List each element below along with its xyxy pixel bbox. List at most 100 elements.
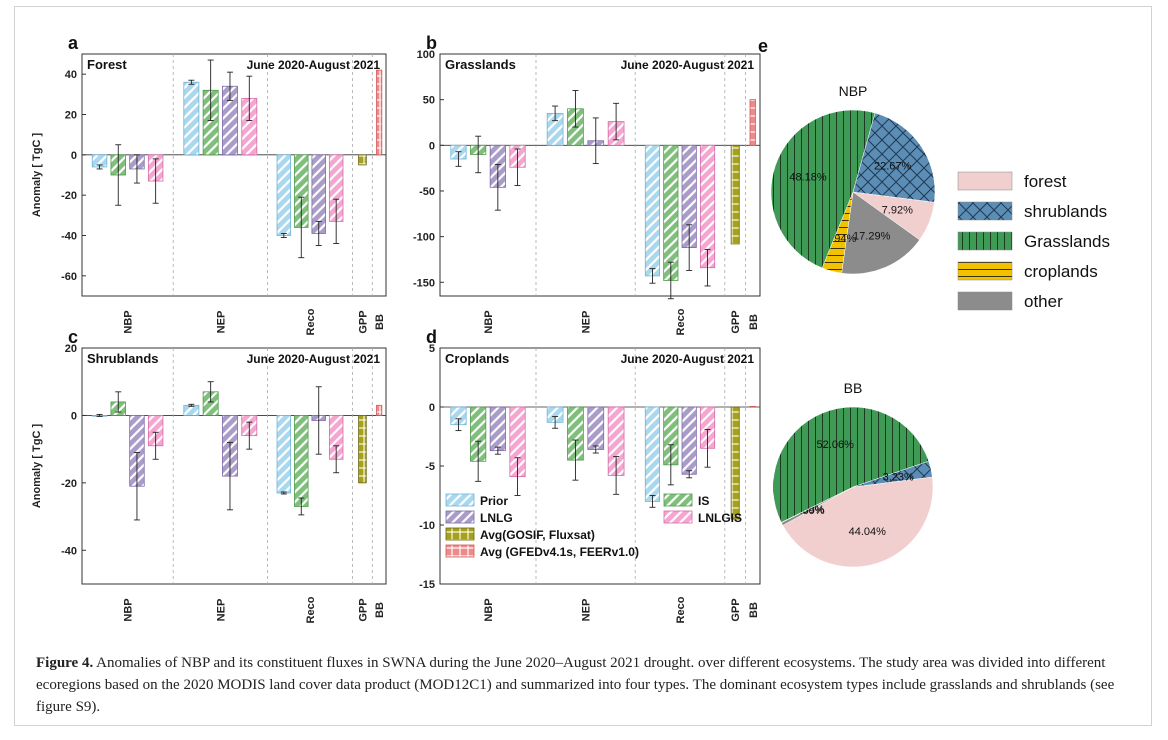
- bar-d-nep-2: [587, 406, 605, 450]
- panel-title: Forest: [87, 57, 127, 72]
- bar-a-nep-0: [183, 81, 200, 156]
- panel-d: -15 -10 -5 0 5 NBP NEP Reco GPP BB d Croplands June …: [419, 327, 761, 623]
- y-tick-label: -60: [61, 271, 77, 283]
- category-label: NEP: [215, 599, 227, 622]
- y-tick-label: 5: [429, 343, 435, 355]
- bar-b-reco-1: [663, 144, 679, 281]
- legend-label-2: LNLG: [480, 511, 513, 525]
- y-tick-label: 0: [71, 150, 77, 162]
- legend-swatch-3: [663, 510, 693, 524]
- y-axis-label: Anomaly [ TgC ]: [31, 424, 43, 509]
- bar-a-bb-5: [376, 69, 383, 156]
- legend-swatch-4: [445, 527, 475, 541]
- y-tick-label: 0: [429, 140, 435, 152]
- category-label: NBP: [123, 598, 135, 621]
- panel-a: -60 -40 -20 0 20 40 NBP NEP Reco GPP BB a Forest June…: [31, 33, 387, 335]
- bar-c-bb-5: [376, 404, 383, 416]
- panel-title: Grasslands: [445, 57, 516, 72]
- period-label: June 2020-August 2021: [621, 352, 755, 366]
- bar-d-bb-5: [749, 406, 757, 408]
- panel-letter: d: [426, 327, 437, 347]
- panel-letter: e: [758, 36, 768, 56]
- pie-legend-swatch-grasslands: [957, 231, 1013, 251]
- y-tick-label: -150: [413, 277, 435, 289]
- category-label: BB: [748, 602, 760, 618]
- category-label: Reco: [305, 308, 317, 335]
- legend-label-1: IS: [698, 494, 709, 508]
- pie-legend-swatch-shrublands: [957, 201, 1013, 221]
- pie-slice-shrublands: [852, 460, 933, 488]
- pie-slice-forest: [782, 476, 934, 568]
- panel-title: Shrublands: [87, 351, 159, 366]
- category-label: GPP: [357, 598, 369, 621]
- pie-legend-label-forest: forest: [1024, 172, 1067, 191]
- category-label: NBP: [483, 598, 495, 621]
- plot-frame: [81, 347, 387, 585]
- period-label: June 2020-August 2021: [247, 352, 381, 366]
- bar-d-nbp-2: [489, 406, 506, 452]
- y-tick-label: 100: [417, 49, 435, 61]
- pie-label: 17.29%: [853, 231, 891, 243]
- y-tick-label: -15: [419, 579, 435, 591]
- pie-title: BB: [844, 380, 863, 396]
- pie-legend-swatch-croplands: [957, 261, 1013, 281]
- bar-d-gpp-4: [730, 406, 740, 520]
- category-label: Reco: [675, 596, 687, 623]
- bar-c-nep-0: [183, 404, 200, 416]
- legend-swatch-1: [663, 493, 693, 507]
- period-label: June 2020-August 2021: [247, 58, 381, 72]
- bar-b-bb-5: [749, 99, 757, 146]
- category-label: GPP: [730, 598, 742, 621]
- caption-label: Figure 4.: [36, 655, 94, 671]
- y-tick-label: 20: [65, 343, 77, 355]
- y-tick-label: -20: [61, 478, 77, 490]
- panel-c: -40 -20 0 20 NBP NEP Reco GPP BB c Shrublands June …: [31, 327, 387, 623]
- bar-c-reco-0: [276, 415, 292, 494]
- plot-frame: [439, 53, 761, 297]
- plot-frame: [81, 53, 387, 297]
- category-label: BB: [748, 314, 760, 330]
- caption-text: Anomalies of NBP and its constituent flu…: [36, 655, 1115, 715]
- pie-slice-shrublands: [852, 112, 936, 203]
- y-tick-label: -10: [419, 520, 435, 532]
- category-label: NBP: [483, 310, 495, 333]
- category-label: NBP: [123, 310, 135, 333]
- pie-slice-other: [841, 191, 920, 275]
- y-tick-label: -50: [419, 186, 435, 198]
- legend-swatch-0: [445, 493, 475, 507]
- pie-label: 44.04%: [849, 526, 887, 538]
- period-label: June 2020-August 2021: [621, 58, 755, 72]
- y-tick-label: -40: [61, 545, 77, 557]
- category-label: NEP: [215, 311, 227, 334]
- legend-label-3: LNLGIS: [698, 511, 742, 525]
- pie-slice-grasslands: [770, 109, 876, 269]
- y-tick-label: 0: [429, 402, 435, 414]
- category-label: NEP: [581, 311, 593, 334]
- pie-legend-swatch-forest: [957, 171, 1013, 191]
- y-tick-label: 50: [423, 95, 435, 107]
- category-label: NEP: [581, 599, 593, 622]
- bar-c-reco-1: [294, 415, 309, 507]
- y-axis-label: Anomaly [ TgC ]: [31, 133, 43, 218]
- category-label: BB: [374, 314, 386, 330]
- legend-swatch-5: [445, 544, 475, 558]
- y-tick-label: -40: [61, 231, 77, 243]
- bar-a-reco-0: [276, 154, 292, 236]
- pie-legend-swatch-other: [957, 291, 1013, 311]
- figure-frame: [14, 6, 1152, 726]
- panel-letter: b: [426, 33, 437, 53]
- y-tick-label: -20: [61, 190, 77, 202]
- pie-slice-grasslands: [772, 406, 930, 523]
- category-label: Reco: [675, 308, 687, 335]
- pie-legend-label-grasslands: Grasslands: [1024, 232, 1110, 251]
- bar-a-gpp-4: [358, 154, 367, 166]
- pie-label: 7.92%: [882, 204, 913, 216]
- bar-c-gpp-4: [358, 415, 367, 484]
- pie-label: 22.67%: [874, 161, 912, 173]
- pie-legend-label-shrublands: shrublands: [1024, 202, 1107, 221]
- category-label: GPP: [730, 310, 742, 333]
- legend-swatch-2: [445, 510, 475, 524]
- pie-legend: forest shrublands Grasslands croplands other: [957, 171, 1110, 311]
